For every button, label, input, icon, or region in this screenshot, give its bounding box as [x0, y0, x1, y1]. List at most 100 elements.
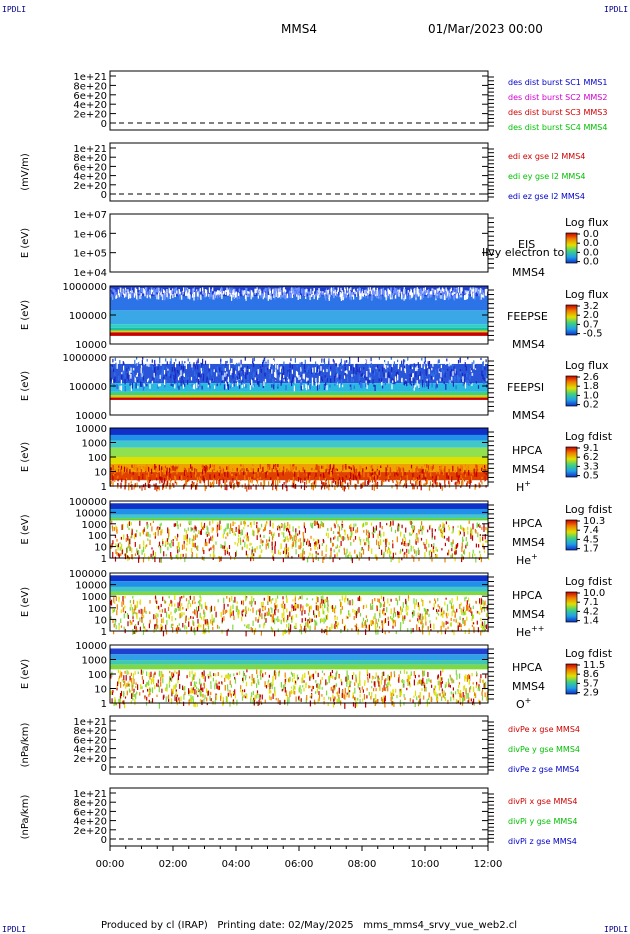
spectrogram-pixel	[175, 373, 177, 379]
spectrogram-pixel	[406, 548, 408, 553]
spectrogram-pixel	[470, 608, 472, 613]
spectrogram-pixel	[410, 520, 412, 525]
spectrogram-pixel	[364, 542, 366, 546]
spectrogram-pixel	[333, 625, 335, 629]
spectrogram-pixel	[281, 531, 283, 535]
spectrogram-pixel	[220, 544, 222, 549]
spectrogram-pixel	[378, 377, 380, 382]
spectrogram-pixel	[339, 545, 341, 549]
spectrogram-pixel	[252, 385, 254, 388]
spectrogram-pixel	[256, 478, 259, 484]
spectrogram-pixel	[401, 608, 403, 613]
spectrogram-pixel	[238, 385, 241, 389]
spectrogram-pixel	[297, 293, 299, 296]
spectrogram-pixel	[181, 612, 183, 616]
spectrogram-pixel	[250, 522, 252, 528]
spectrogram-pixel	[467, 530, 469, 535]
spectrogram-pixel	[158, 545, 160, 548]
spectrogram-pixel	[240, 469, 242, 474]
spectrogram-pixel	[274, 606, 276, 610]
label: 7.1	[583, 597, 599, 608]
spectrogram-pixel	[203, 609, 205, 615]
spectrogram-pixel	[435, 382, 437, 387]
spectrogram-pixel	[444, 542, 446, 547]
spectrogram-pixel	[291, 380, 293, 387]
spectrogram-pixel	[262, 484, 264, 487]
spectrogram-pixel	[453, 629, 455, 636]
spectrogram-pixel	[381, 378, 383, 382]
spectrogram-pixel	[252, 470, 254, 474]
spectrogram-pixel	[401, 378, 403, 382]
spectrogram-pixel	[165, 476, 167, 481]
spectrogram-pixel	[437, 288, 439, 292]
spectrogram-pixel	[275, 288, 277, 292]
spectrogram-pixel	[240, 474, 242, 480]
spectrogram-pixel	[351, 374, 353, 377]
spectrogram-pixel	[258, 529, 260, 533]
spectrogram-pixel	[353, 385, 355, 389]
spectrogram-pixel	[338, 383, 341, 388]
spectrogram-pixel	[240, 464, 242, 467]
spectrogram-pixel	[282, 596, 284, 600]
spectrogram-pixel	[310, 618, 312, 623]
spectrogram-pixel	[251, 478, 253, 484]
spectrogram-pixel	[322, 599, 325, 604]
spectrogram-pixel	[151, 380, 153, 384]
spectrogram-pixel	[169, 603, 171, 607]
spectrogram-pixel	[324, 605, 326, 608]
spectrogram-pixel	[398, 614, 401, 619]
label: 1e+21	[73, 144, 107, 155]
spectrogram-pixel	[330, 527, 332, 531]
spectrogram-pixel	[421, 467, 423, 470]
spectrogram-pixel	[455, 385, 457, 390]
spectrogram-pixel	[386, 523, 388, 526]
spectrogram-pixel	[174, 287, 176, 293]
spectrogram-pixel	[177, 382, 179, 388]
spectrogram-pixel	[402, 615, 404, 621]
spectrogram-pixel	[264, 372, 266, 377]
spectrogram-pixel	[455, 550, 457, 555]
spectrogram-pixel	[387, 549, 389, 554]
spectrogram-pixel	[448, 294, 450, 300]
spectrogram-pixel	[264, 681, 266, 687]
spectrogram-pixel	[124, 293, 126, 298]
spectrogram-pixel	[304, 369, 306, 373]
spectrogram-pixel	[294, 291, 296, 297]
spectrogram-pixel	[308, 612, 310, 616]
spectrogram-pixel	[293, 605, 295, 611]
spectrogram-pixel	[279, 527, 281, 531]
spectrogram-pixel	[114, 289, 116, 295]
spectrogram-band	[110, 324, 488, 328]
spectrogram-pixel	[325, 377, 327, 380]
spectrogram-pixel	[268, 536, 271, 542]
spectrogram-pixel	[366, 371, 368, 377]
spectrogram-pixel	[129, 690, 132, 693]
spectrogram-pixel	[331, 605, 334, 609]
spectrogram-pixel	[450, 542, 452, 546]
spectrogram-pixel	[412, 628, 414, 633]
spectrogram-pixel	[192, 616, 194, 619]
spectrogram-pixel	[486, 372, 488, 376]
spectrogram-pixel	[267, 295, 269, 301]
spectrogram-pixel	[271, 608, 273, 613]
spectrogram-pixel	[318, 471, 320, 477]
spectrogram-pixel	[350, 294, 352, 301]
spectrogram-pixel	[270, 292, 272, 297]
spectrogram-pixel	[325, 478, 327, 482]
spectrogram-pixel	[355, 370, 357, 375]
spectrogram-pixel	[309, 357, 312, 362]
spectrogram-pixel	[472, 294, 474, 299]
spectrogram-pixel	[345, 615, 347, 619]
spectrogram-pixel	[442, 294, 444, 299]
spectrogram-pixel	[412, 525, 414, 531]
spectrogram-pixel	[220, 292, 222, 295]
spectrogram-pixel	[242, 464, 244, 470]
spectrogram-pixel	[301, 618, 303, 623]
spectrogram-pixel	[230, 370, 232, 376]
spectrogram-pixel	[206, 289, 208, 293]
spectrogram-pixel	[366, 537, 368, 542]
spectrogram-pixel	[206, 378, 208, 383]
spectrogram-pixel	[203, 615, 205, 621]
spectrogram-pixel	[365, 629, 367, 635]
spectrogram-pixel	[124, 385, 126, 392]
